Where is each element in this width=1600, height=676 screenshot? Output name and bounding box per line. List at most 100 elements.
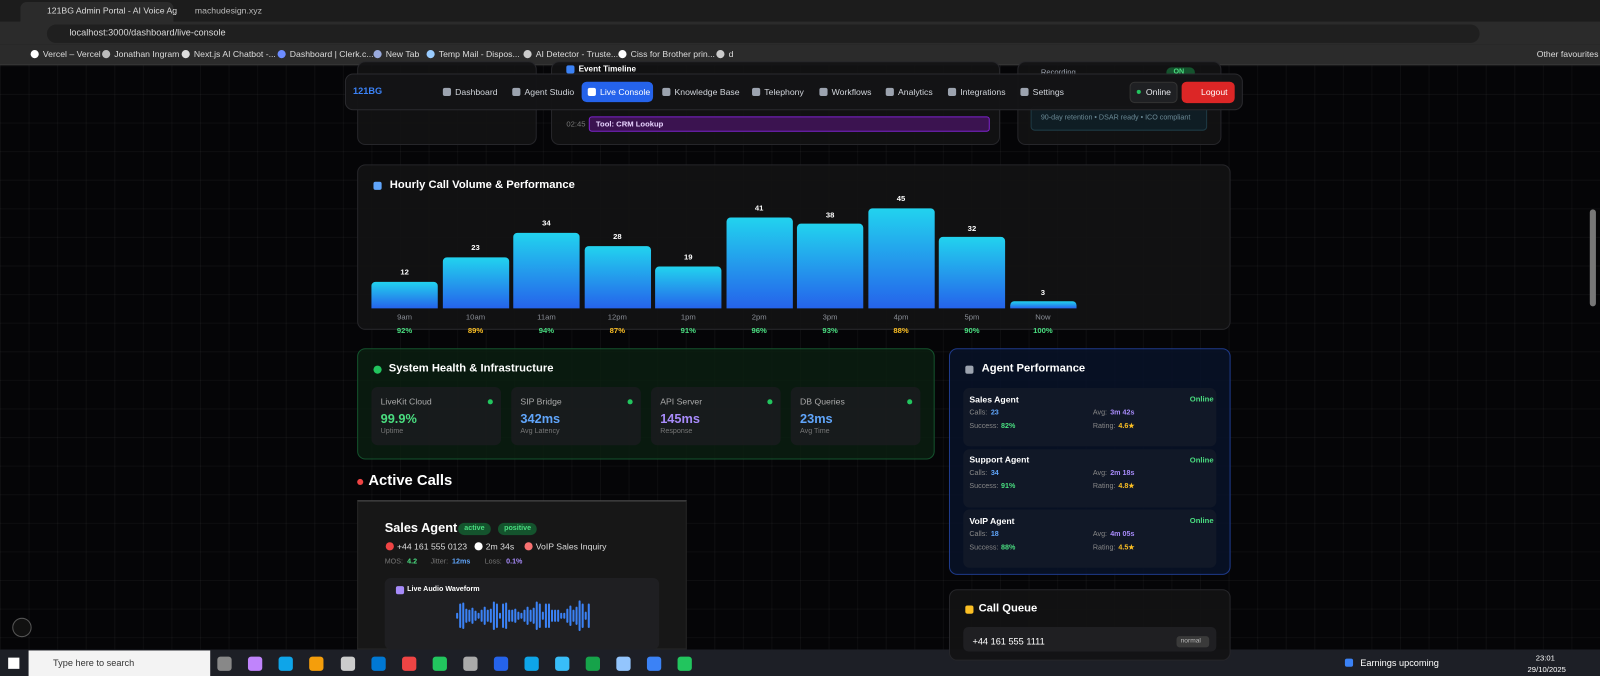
- bookmark[interactable]: Temp Mail - Dispos...: [438, 48, 520, 59]
- active-tab[interactable]: [20, 2, 174, 22]
- event-label: Tool: CRM Lookup: [595, 119, 664, 130]
- wave-bar: [483, 606, 486, 625]
- agent-status: Online: [1189, 455, 1214, 465]
- taskbar: [0, 649, 1600, 676]
- bar: [584, 246, 651, 309]
- nav-item[interactable]: Dashboard: [455, 86, 498, 97]
- bookmark[interactable]: Jonathan Ingram: [114, 48, 180, 59]
- search-box[interactable]: [28, 650, 211, 676]
- taskbar-icon[interactable]: [616, 656, 631, 671]
- wave-bar: [547, 603, 551, 629]
- start[interactable]: [8, 657, 20, 669]
- bookmark[interactable]: Next.js AI Chatbot -...: [193, 48, 276, 59]
- logout-button[interactable]: [1181, 81, 1235, 104]
- status: Online: [1145, 86, 1172, 97]
- wave-bar: [557, 609, 560, 622]
- nav-item[interactable]: Settings: [1032, 86, 1065, 97]
- taskbar-icon[interactable]: [555, 656, 570, 671]
- service-caption: Response: [660, 427, 693, 435]
- bar: [867, 208, 935, 309]
- bookmark[interactable]: Ciss for Brother prin...: [630, 48, 715, 59]
- bookmark[interactable]: New Tab: [385, 48, 420, 59]
- icon: [819, 87, 828, 96]
- badge: [1176, 636, 1210, 648]
- success-rate: 88%: [893, 326, 909, 336]
- recording: Recording: [1040, 67, 1076, 77]
- bar: [371, 281, 438, 309]
- wave-bar: [569, 605, 572, 626]
- taskbar-icon[interactable]: [646, 656, 662, 671]
- icon: [752, 87, 761, 96]
- bookmark[interactable]: d: [728, 48, 734, 59]
- bar-value: 3: [1040, 287, 1045, 297]
- bar-value: 45: [896, 194, 906, 204]
- tab-title: 121BG Admin Portal - AI Voice Ag: [46, 4, 178, 16]
- service-value: 23ms: [800, 411, 833, 427]
- event-bar: [588, 116, 990, 132]
- nav-item[interactable]: Telephony: [764, 86, 804, 97]
- wave-bar: [563, 612, 566, 620]
- wave-bar: [532, 607, 535, 624]
- taskbar-icon[interactable]: [309, 656, 324, 671]
- taskbar-icon[interactable]: [247, 656, 263, 671]
- taskbar-icon[interactable]: [278, 656, 293, 671]
- nav-item[interactable]: Knowledge Base: [674, 86, 740, 97]
- wave-bar: [578, 600, 581, 631]
- taskbar-icon[interactable]: [585, 656, 601, 671]
- taskbar-icon[interactable]: [463, 656, 478, 671]
- icon: [442, 87, 452, 96]
- wave-bar: [572, 609, 575, 623]
- agent-rating: 4.6★: [1118, 422, 1135, 430]
- agent-avg: 4m 05s: [1110, 530, 1135, 538]
- icon: [1020, 87, 1029, 96]
- agent-status: Online: [1189, 394, 1214, 404]
- status-dot: [1136, 89, 1141, 94]
- recording-state: ON: [1173, 68, 1185, 76]
- queue-phone: +44 161 555 1111: [972, 636, 1045, 647]
- bookmark[interactable]: Vercel – Vercel: [42, 48, 101, 59]
- wave-bar: [575, 606, 578, 625]
- wave-bar: [514, 608, 517, 623]
- icon: [587, 87, 596, 96]
- event-time: 02:45: [566, 119, 586, 130]
- nav-item[interactable]: Analytics: [897, 86, 933, 97]
- taskbar-icon[interactable]: [340, 656, 356, 671]
- nav-active[interactable]: [581, 81, 654, 103]
- agent-label: Calls:: [969, 530, 988, 538]
- agent-calls: 34: [990, 469, 999, 478]
- service-name: API Server: [660, 395, 703, 407]
- agent-label: Success:: [969, 543, 999, 552]
- taskbar-icon[interactable]: [402, 656, 417, 671]
- taskbar-icon[interactable]: [217, 656, 232, 671]
- nav-item[interactable]: Workflows: [831, 86, 872, 97]
- bar-category: 4pm: [893, 312, 909, 323]
- badge: [458, 522, 491, 536]
- taskbar-icon[interactable]: [493, 656, 509, 671]
- success-rate: 92%: [396, 326, 413, 336]
- time: 23:01: [1535, 653, 1555, 664]
- wave-bar: [551, 609, 554, 622]
- address-field[interactable]: [46, 24, 1480, 43]
- agent-status: Online: [1189, 516, 1214, 526]
- agent-rating: 4.8★: [1118, 483, 1135, 491]
- bookmark[interactable]: Dashboard | Clerk.c...: [289, 48, 374, 59]
- nav-item[interactable]: Agent Studio: [524, 86, 575, 97]
- taskbar-icon[interactable]: [371, 656, 386, 671]
- icon: [181, 50, 190, 59]
- agent-success: 88%: [1001, 543, 1016, 552]
- dev-button[interactable]: [12, 617, 32, 638]
- service-dot: [487, 399, 493, 405]
- status-button[interactable]: [1129, 81, 1178, 104]
- bookmark[interactable]: AI Detector - Truste...: [535, 48, 619, 59]
- taskbar-icon[interactable]: [432, 656, 447, 671]
- nav-item[interactable]: Live Console: [600, 86, 651, 97]
- nav-item[interactable]: Integrations: [960, 86, 1006, 97]
- waveform-title: Live Audio Waveform: [407, 585, 480, 593]
- taskbar-icon[interactable]: [524, 656, 539, 671]
- service-caption: Avg Latency: [520, 427, 560, 435]
- wave-bar: [544, 603, 547, 629]
- call-state: active: [464, 524, 485, 532]
- queue-item: [963, 626, 1217, 652]
- agent-label: Success:: [969, 483, 999, 491]
- taskbar-icon[interactable]: [677, 656, 692, 671]
